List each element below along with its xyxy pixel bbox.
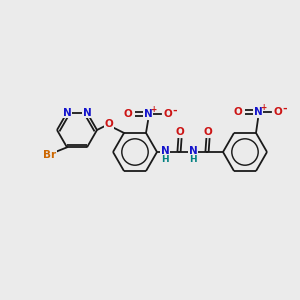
Text: N: N [160, 146, 169, 156]
Text: H: H [161, 154, 169, 164]
Text: O: O [176, 127, 184, 137]
Text: N: N [63, 108, 71, 118]
Text: N: N [189, 146, 197, 156]
Text: +: + [260, 103, 266, 112]
Text: N: N [254, 107, 262, 117]
Text: O: O [204, 127, 212, 137]
Text: O: O [234, 107, 242, 117]
Text: +: + [150, 105, 156, 114]
Text: H: H [189, 154, 197, 164]
Text: O: O [124, 109, 132, 119]
Text: -: - [283, 104, 287, 114]
Text: N: N [82, 108, 91, 118]
Text: N: N [144, 109, 152, 119]
Text: O: O [105, 119, 113, 129]
Text: O: O [274, 107, 282, 117]
Text: -: - [173, 106, 177, 116]
Text: Br: Br [44, 150, 57, 160]
Text: O: O [164, 109, 172, 119]
